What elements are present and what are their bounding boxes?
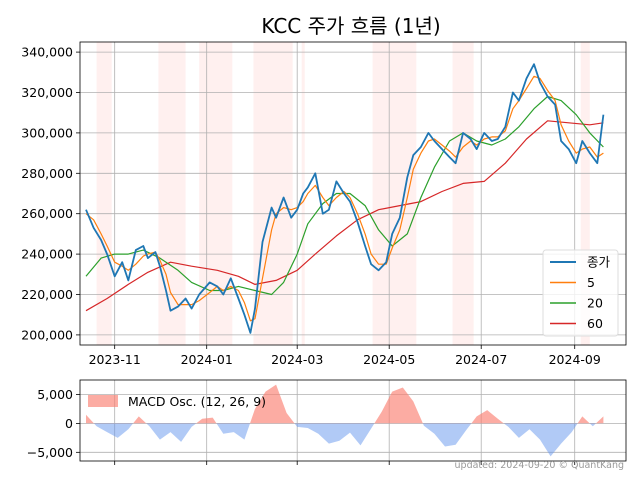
shaded-period	[452, 42, 474, 345]
macd-plot-frame	[79, 379, 627, 462]
y-tick-label: 220,000	[21, 287, 73, 302]
price-legend-box	[542, 249, 619, 337]
chart-title: KCC 주가 흐름 (1년)	[261, 14, 440, 38]
x-tick-label: 2024-05	[363, 352, 415, 367]
y-tick-label: 300,000	[21, 125, 73, 140]
price-plot-frame	[79, 41, 627, 346]
shaded-period	[158, 42, 186, 345]
y-tick-label: 200,000	[21, 327, 73, 342]
y-tick-label: 0	[65, 416, 73, 431]
series-line-close	[85, 63, 605, 334]
legend-label-ma20: 20	[587, 296, 603, 311]
footer-credit: updated: 2024-09-20 © QuantKang	[455, 460, 624, 471]
x-tick-label: 2024-07	[455, 352, 507, 367]
y-tick-label: 240,000	[21, 247, 73, 262]
y-tick-label: 340,000	[21, 45, 73, 60]
shaded-period	[199, 42, 233, 345]
price-panel: 2023-11 2024-01 2024-03 2024-05 2024-07 2024-…	[21, 41, 627, 367]
y-tick-label: 320,000	[21, 85, 73, 100]
legend-label-ma5: 5	[587, 275, 595, 290]
macd-legend-swatch	[88, 395, 118, 407]
x-tick-label: 2024-01	[181, 352, 233, 367]
y-tick-label: −5,000	[27, 445, 73, 460]
series-line-ma20	[85, 95, 604, 296]
legend-label-ma60: 60	[587, 316, 603, 331]
y-tick-label: 5,000	[37, 387, 73, 402]
shaded-period	[96, 42, 112, 345]
macd-legend-label: MACD Osc. (12, 26, 9)	[128, 394, 266, 409]
shaded-period	[372, 42, 417, 345]
shaded-period	[580, 42, 590, 345]
series-line-ma5	[85, 75, 604, 322]
series-line-ma60	[85, 120, 604, 312]
osc-positive-area	[86, 384, 604, 424]
x-tick-label: 2024-03	[271, 352, 323, 367]
x-tick-label: 2024-09	[549, 352, 601, 367]
shaded-period	[253, 42, 293, 345]
y-tick-label: 280,000	[21, 166, 73, 181]
x-tick-label: 2023-11	[89, 352, 141, 367]
osc-negative-area	[86, 423, 604, 457]
macd-panel: 5,000 0 −5,000 MACD Osc. (12, 26, 9)	[27, 379, 627, 465]
legend-label-close: 종가	[587, 255, 611, 270]
y-tick-label: 260,000	[21, 206, 73, 221]
